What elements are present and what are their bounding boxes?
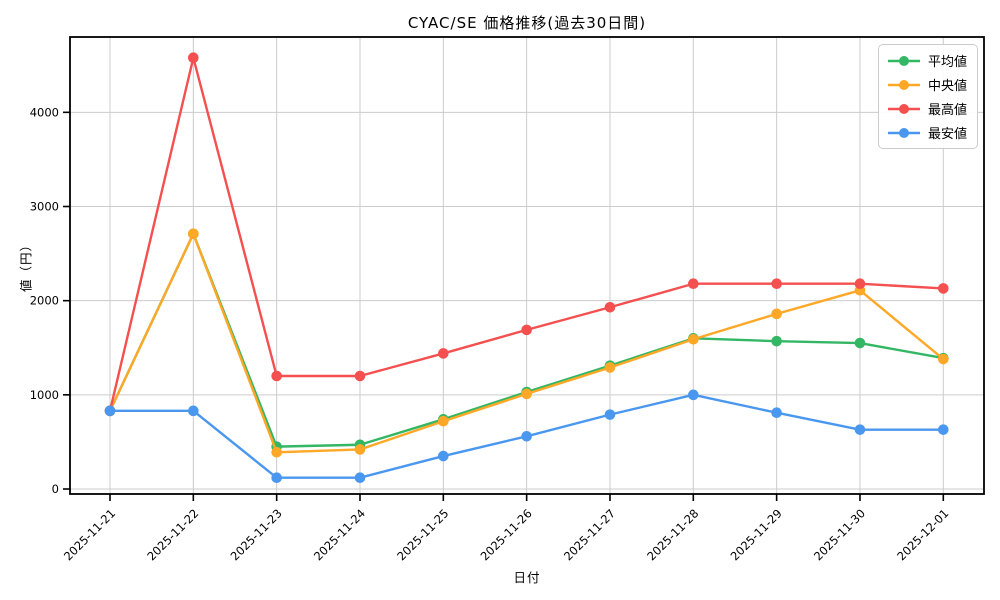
series-median-point <box>688 333 699 345</box>
plot-border <box>69 36 985 495</box>
series-max-point <box>938 283 949 294</box>
series-max-point <box>271 370 282 382</box>
series-min-point <box>604 409 616 420</box>
legend-marker-avg-icon <box>887 55 920 66</box>
legend-marker-median-icon <box>887 79 920 90</box>
y-tick-label: 3000 <box>30 200 59 214</box>
series-median-point <box>188 228 199 240</box>
legend-item-min: 最安値 <box>887 123 967 142</box>
series-min-point <box>938 424 949 435</box>
legend-label-avg: 平均値 <box>927 55 967 70</box>
legend-label-max: 最高値 <box>927 103 967 118</box>
chart-title: CYAC/SE 価格推移(過去30日間) <box>407 14 647 32</box>
legend-item-median: 中央値 <box>887 75 967 94</box>
series-min-point <box>104 405 116 417</box>
series-min-point <box>438 450 449 462</box>
series-median-point <box>354 444 366 455</box>
y-tick-label: 4000 <box>30 105 59 119</box>
legend-label-median: 中央値 <box>927 79 967 94</box>
legend-marker-min-icon <box>887 127 920 138</box>
legend-label-min: 最安値 <box>927 127 967 142</box>
y-axis-label: 値（円） <box>18 237 34 293</box>
series-min-point <box>188 405 199 417</box>
legend: 平均値中央値最高値最安値 <box>877 44 978 149</box>
series-median-point <box>938 353 949 365</box>
series-min-point <box>271 472 282 484</box>
series-max-point <box>188 52 199 64</box>
series-max-point <box>604 301 616 313</box>
series-max-point <box>438 348 449 359</box>
series-median-point <box>521 388 532 400</box>
legend-item-avg: 平均値 <box>887 51 967 70</box>
series-max-point <box>854 278 866 290</box>
series-avg-point <box>771 335 782 347</box>
series-median-point <box>771 308 782 320</box>
series-median-point <box>604 362 616 373</box>
legend-item-max: 最高値 <box>887 99 967 118</box>
y-tick-label: 1000 <box>30 388 59 402</box>
series-min-point <box>771 407 782 419</box>
series-min-point <box>688 389 699 401</box>
series-min-point <box>354 472 366 484</box>
x-axis-label: 日付 <box>513 570 541 585</box>
series-median-point <box>438 415 449 427</box>
series-avg-point <box>854 337 866 349</box>
series-max-point <box>354 370 366 382</box>
y-tick-label: 2000 <box>30 294 59 308</box>
series-max-point <box>771 278 782 290</box>
series-min-point <box>854 424 866 435</box>
series-median-point <box>271 446 282 458</box>
y-tick-label: 0 <box>52 482 59 496</box>
series-max-point <box>521 324 532 336</box>
series-max-point <box>688 278 699 290</box>
series-min-point <box>521 430 532 442</box>
legend-marker-max-icon <box>887 103 920 114</box>
